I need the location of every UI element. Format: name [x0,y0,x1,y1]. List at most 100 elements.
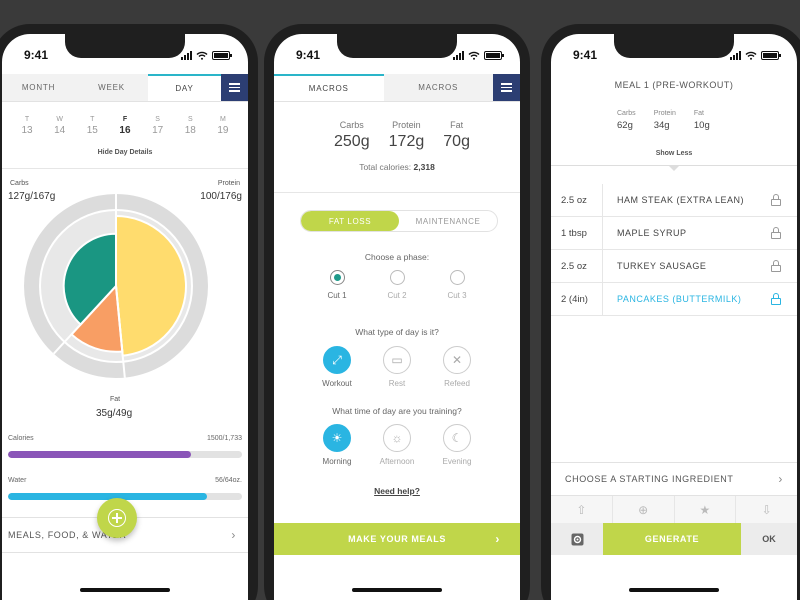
home-indicator [352,588,442,592]
water-value: 56/64oz. [215,477,242,484]
day-item[interactable]: M 19 [212,116,234,136]
upload-icon[interactable]: ⇧ [551,496,613,523]
status-bar: 9:41 [551,34,797,70]
macro-value: 250g [334,133,370,150]
signal-icon [730,50,741,60]
protein-value: 100/176g [200,191,242,202]
tab-day[interactable]: DAY [148,74,221,101]
notch [614,34,734,58]
day-item[interactable]: S 18 [179,116,201,136]
lock-icon[interactable] [771,194,781,206]
need-help-link[interactable]: Need help? [374,486,420,496]
ok-button[interactable]: OK [741,523,797,555]
time-evening[interactable]: ☾ Evening [432,424,482,466]
day-number: 13 [21,125,33,136]
wifi-icon [196,51,208,60]
day-letter: W [56,116,63,123]
star-icon[interactable]: ★ [675,496,737,523]
download-icon[interactable]: ⇩ [761,502,772,517]
menu-icon[interactable] [493,74,520,101]
phase-cut-3[interactable]: Cut 3 [432,270,482,300]
add-circle-icon[interactable]: ⊕ [613,496,675,523]
hide-day-details-link[interactable]: Hide Day Details [97,149,153,156]
lock-icon[interactable] [771,260,781,272]
lock-icon[interactable] [771,227,781,239]
day-letter: S [187,116,193,123]
notch [337,34,457,58]
stat-label: Protein [653,110,676,117]
pie-separator [52,285,117,355]
status-time: 9:41 [296,48,321,62]
phase-cut-1[interactable]: Cut 1 [312,270,362,300]
stat-label: Fat [693,110,704,117]
home-indicator [629,588,719,592]
ingredient-row[interactable]: 2.5 oz HAM STEAK (EXTRA LEAN) [551,184,797,217]
macro-value: 172g [388,133,425,150]
tab-month[interactable]: MONTH [21,83,56,92]
total-calories: Total calories: 2,318 [359,162,435,172]
menu-icon[interactable] [221,74,248,101]
generate-button[interactable]: GENERATE [603,523,741,555]
ingredient-name: TURKEY SAUSAGE [617,261,707,271]
tab-macros-2[interactable]: MACROS [418,83,459,92]
ingredient-row[interactable]: 2 (4in) PANCAKES (BUTTERMILK) [551,283,797,316]
day-item[interactable]: S 17 [147,116,169,136]
divider [2,168,248,169]
phase-cut-2[interactable]: Cut 2 [372,270,422,300]
make-your-meals-button[interactable]: MAKE YOUR MEALS › [274,523,520,555]
calories-value: 1500/1,733 [206,435,242,442]
ingredient-row[interactable]: 1 tbsp MAPLE SYRUP [551,217,797,250]
day-type-refeed[interactable]: ✕ Refeed [432,346,482,388]
day-letter: M [220,116,226,123]
training-time-options: ☀ Morning ☼ Afternoon ☾ Evening [312,424,482,466]
phase-question: Choose a phase: [364,252,430,262]
calories-progress: Calories 1500/1,733 [8,435,242,458]
ingredient-name: MAPLE SYRUP [617,228,687,238]
meals-row-label: MEALS, FOOD, & WATER [8,530,127,540]
pie-slice-protein [62,232,117,326]
fat-loss-option[interactable]: FAT LOSS [301,211,399,231]
ingredient-qty: 1 tbsp [551,217,603,249]
day-type-workout[interactable]: ⤢ Workout [312,346,362,388]
stat-value: 62g [617,120,633,131]
calories-fill [8,451,191,458]
choose-starting-ingredient-row[interactable]: CHOOSE A STARTING INGREDIENT › [551,462,797,496]
macro-totals: Carbs 250g Protein 172g Fat 70g [334,120,470,151]
pie-slice-fat [70,283,124,353]
show-less-link[interactable]: Show Less [655,150,693,157]
day-item[interactable]: T 13 [16,116,38,136]
screen-meal: 9:41 MEAL 1 (PRE-WORKOUT) Carbs 62g Prote… [551,34,797,600]
water-fill [8,493,207,500]
day-letter: S [155,116,160,123]
phone-meal-view: 9:41 MEAL 1 (PRE-WORKOUT) Carbs 62g Prote… [541,24,800,600]
macro-pie-chart [24,194,208,378]
day-type-question: What type of day is it? [355,327,439,337]
wifi-icon [745,51,757,60]
day-number: 14 [54,125,66,136]
wifi-icon [468,51,480,60]
time-afternoon[interactable]: ☼ Afternoon [372,424,422,466]
sun-icon: ☼ [383,424,411,452]
tab-week[interactable]: WEEK [98,83,125,92]
phone-macros-view: 9:41 MACROS MACROS Carbs 250g Protein 172g… [264,24,530,600]
macro-value: 70g [443,133,470,150]
day-item[interactable]: W 14 [49,116,71,136]
add-button[interactable] [97,498,137,538]
day-type-rest[interactable]: ▭ Rest [372,346,422,388]
ingredient-qty: 2.5 oz [551,184,603,216]
ingredient-row[interactable]: 2.5 oz TURKEY SAUSAGE [551,250,797,283]
time-morning[interactable]: ☀ Morning [312,424,362,466]
notch [65,34,185,58]
tab-macros-1[interactable]: MACROS [274,74,384,101]
goal-toggle: FAT LOSS MAINTENANCE [300,210,498,232]
plus-icon [108,509,126,527]
day-item[interactable]: T 15 [81,116,103,136]
lock-icon[interactable] [771,293,781,305]
period-tabs: MONTH WEEK DAY [2,74,248,102]
carbs-label: Carbs [10,180,29,187]
day-item[interactable]: F 16 [114,116,136,136]
maintenance-option[interactable]: MAINTENANCE [415,216,481,226]
settings-button[interactable] [551,523,603,555]
bed-icon: ▭ [383,346,411,374]
day-type-options: ⤢ Workout ▭ Rest ✕ Refeed [312,346,482,388]
